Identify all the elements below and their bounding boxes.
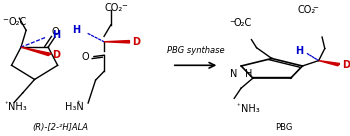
Text: D: D — [342, 60, 350, 70]
Text: (R)-[2-²H]ALA: (R)-[2-²H]ALA — [32, 123, 88, 132]
Text: PBG: PBG — [275, 123, 292, 132]
Text: NH₃: NH₃ — [8, 102, 27, 112]
Polygon shape — [104, 41, 130, 43]
Text: H: H — [295, 46, 303, 55]
Text: CO₂: CO₂ — [297, 5, 315, 15]
Text: O: O — [51, 27, 59, 37]
Polygon shape — [319, 61, 341, 66]
Text: H: H — [72, 25, 80, 35]
Text: −: − — [230, 18, 235, 25]
Text: O: O — [81, 52, 89, 62]
Text: D: D — [132, 37, 140, 47]
Text: NH₃: NH₃ — [241, 104, 259, 114]
Text: ⁺: ⁺ — [77, 101, 81, 107]
Text: PBG synthase: PBG synthase — [167, 46, 224, 55]
Text: −: − — [121, 3, 127, 9]
Text: H₃N: H₃N — [65, 102, 84, 112]
Text: ⁺: ⁺ — [4, 102, 8, 108]
Text: −: − — [2, 17, 8, 23]
Text: −: − — [313, 5, 318, 11]
Text: H: H — [245, 69, 252, 79]
Polygon shape — [21, 47, 51, 56]
Text: H: H — [52, 30, 61, 40]
Text: CO₂: CO₂ — [104, 3, 122, 13]
Text: ⁺: ⁺ — [236, 104, 240, 110]
Text: O₂C: O₂C — [234, 18, 252, 28]
Text: D: D — [52, 50, 61, 60]
Text: N: N — [230, 69, 238, 79]
Text: O₂C: O₂C — [8, 17, 26, 27]
